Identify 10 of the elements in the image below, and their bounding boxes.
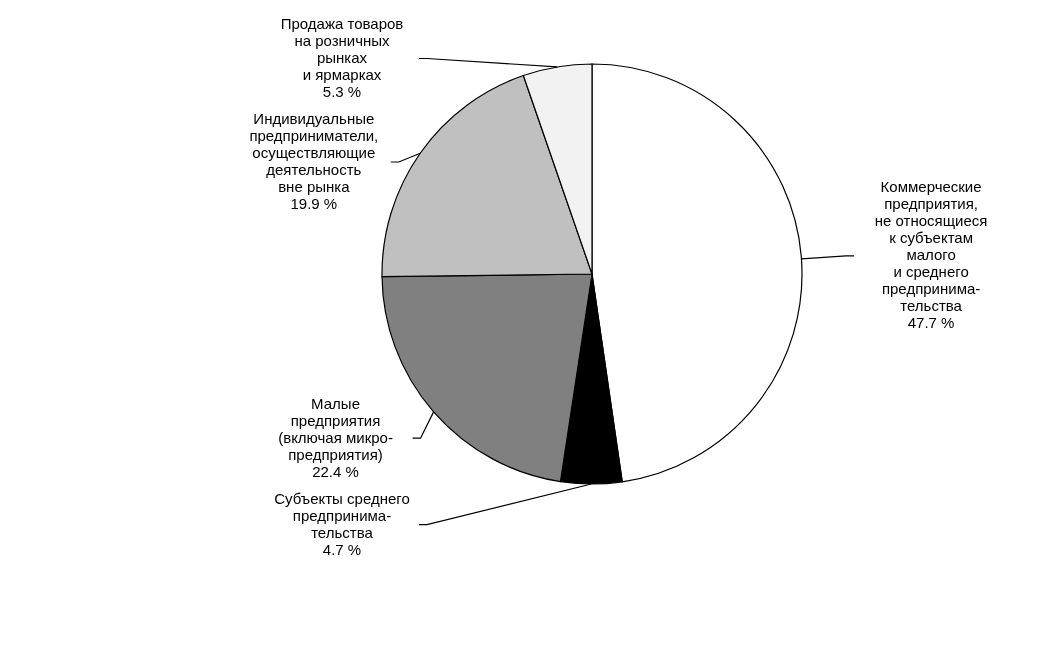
data-label: 22.4 % <box>312 462 359 480</box>
slice-label: Субъекты среднего предпринима- тельства <box>274 489 410 541</box>
slice-label: Продажа товаров на розничных рынках и ярмарках <box>280 15 404 83</box>
data-label: 19.9 % <box>290 195 338 212</box>
data-label: 4.7 % <box>322 540 362 558</box>
slice-label: Коммерческие предприятия, не относящиеся к субъектам малого и среднего предпринима- тельства <box>874 178 988 315</box>
data-label: 5.3 % <box>322 83 362 100</box>
slice-label: Индивидуальные предприниматели, осуществляющие деятельность вне рынка <box>249 110 379 195</box>
legend-label: Малые предприятия (включая микро- предприятия) <box>278 394 393 463</box>
data-label: 47.7 % <box>907 314 955 332</box>
